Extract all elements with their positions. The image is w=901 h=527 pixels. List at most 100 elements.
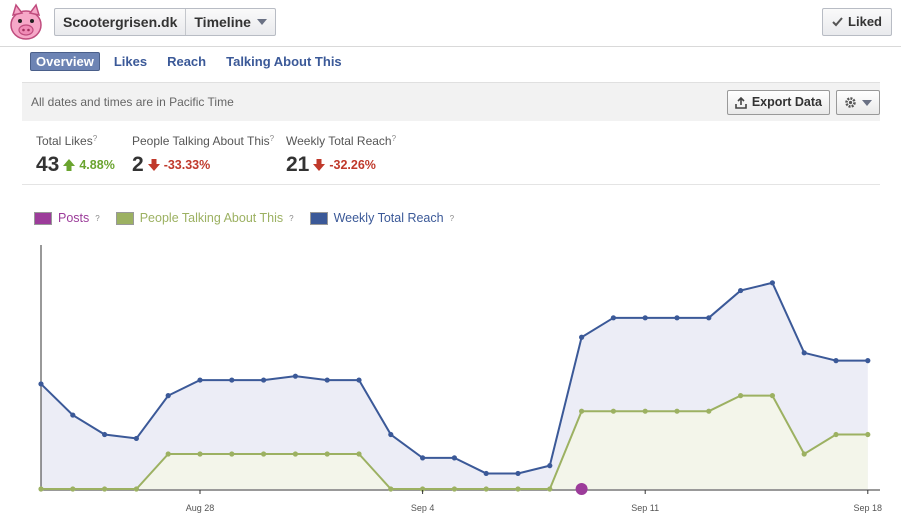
- legend-label: Posts: [58, 211, 90, 225]
- gear-icon: [845, 97, 856, 108]
- arrow-down-icon: [147, 159, 160, 171]
- reach-point: [388, 431, 394, 438]
- stat-change: -33.33%: [163, 158, 211, 172]
- reach-point: [292, 373, 298, 379]
- talking-point: [292, 451, 298, 457]
- talking-point: [674, 408, 680, 414]
- reach-point: [642, 315, 648, 321]
- reach-point: [420, 455, 426, 461]
- timeline-dropdown[interactable]: Timeline: [186, 9, 275, 35]
- reach-point: [70, 412, 76, 418]
- top-bar: Scootergrisen.dk Timeline Liked: [0, 0, 901, 47]
- x-tick-label: Aug 28: [186, 503, 215, 513]
- talking-point: [738, 393, 744, 399]
- talking-point: [420, 486, 426, 492]
- tab-overview[interactable]: Overview: [30, 52, 100, 71]
- legend-swatch: [34, 211, 52, 225]
- insights-chart: Aug 28 Sep 4 Sep 11 Sep 18: [38, 245, 883, 513]
- tab-likes[interactable]: Likes: [113, 54, 148, 69]
- talking-point: [261, 451, 267, 457]
- legend-label: Weekly Total Reach: [333, 211, 444, 225]
- talking-point: [515, 486, 521, 492]
- stat-people-talking: People Talking About This? 2 -33.33%: [132, 134, 274, 177]
- legend-label: People Talking About This: [139, 211, 284, 225]
- insights-tabs: Overview Likes Reach Talking About This: [30, 52, 356, 71]
- help-icon[interactable]: ?: [391, 134, 397, 143]
- legend-people-talking[interactable]: People Talking About This?: [115, 211, 294, 225]
- timezone-note: All dates and times are in Pacific Time: [31, 95, 234, 109]
- talking-point: [451, 486, 457, 492]
- legend-swatch: [309, 211, 328, 225]
- talking-point: [165, 451, 171, 457]
- talking-point: [579, 408, 585, 414]
- pig-avatar-icon[interactable]: [6, 3, 46, 43]
- talking-point: [483, 486, 489, 492]
- reach-point: [706, 315, 712, 321]
- talking-point: [324, 451, 330, 457]
- x-tick-label: Sep 11: [631, 503, 659, 513]
- talking-point: [102, 486, 108, 492]
- reach-point: [833, 358, 839, 364]
- chevron-down-icon: [256, 19, 267, 25]
- divider: [22, 184, 880, 185]
- talking-point: [865, 431, 871, 438]
- x-tick-label: Sep 18: [854, 503, 883, 513]
- talking-point: [706, 408, 712, 414]
- stat-change: -32.26%: [329, 158, 376, 172]
- help-icon[interactable]: ?: [95, 213, 100, 223]
- reach-point: [324, 377, 330, 383]
- help-icon[interactable]: ?: [289, 213, 294, 223]
- checkmark-icon: [832, 17, 843, 27]
- reach-point: [38, 381, 44, 387]
- talking-point: [610, 408, 617, 414]
- reach-point: [547, 463, 553, 469]
- stat-total-likes: Total Likes? 43 4.88%: [36, 134, 115, 177]
- stat-label: People Talking About This: [132, 134, 270, 148]
- breadcrumb: Scootergrisen.dk Timeline: [54, 8, 276, 36]
- stat-weekly-reach: Weekly Total Reach? 21 -32.26%: [286, 134, 396, 177]
- talking-point: [388, 486, 394, 492]
- info-bar: All dates and times are in Pacific Time …: [22, 82, 880, 121]
- liked-button[interactable]: Liked: [822, 8, 892, 36]
- tab-talking-about-this[interactable]: Talking About This: [226, 54, 342, 69]
- tab-reach[interactable]: Reach: [167, 54, 207, 69]
- stat-value: 2: [132, 153, 144, 176]
- talking-point: [769, 393, 776, 399]
- talking-point: [133, 486, 139, 492]
- export-label: Export Data: [751, 95, 822, 109]
- talking-point: [70, 486, 76, 492]
- stat-label: Total Likes: [36, 134, 93, 148]
- x-tick-label: Sep 4: [411, 503, 435, 513]
- reach-point: [451, 455, 457, 461]
- reach-point: [865, 358, 871, 364]
- reach-point: [102, 431, 108, 438]
- reach-point: [133, 435, 139, 442]
- reach-point: [801, 350, 807, 356]
- chart-legend: Posts? People Talking About This? Weekly…: [34, 211, 454, 225]
- talking-area: [41, 395, 868, 489]
- reach-point: [229, 377, 235, 383]
- legend-posts[interactable]: Posts?: [34, 211, 100, 225]
- stat-value: 43: [36, 153, 60, 176]
- stat-change: 4.88%: [79, 158, 115, 172]
- talking-point: [642, 408, 648, 414]
- talking-point: [229, 451, 235, 457]
- talking-point: [833, 431, 839, 438]
- page-name-link[interactable]: Scootergrisen.dk: [55, 9, 187, 35]
- help-icon[interactable]: ?: [92, 134, 98, 143]
- settings-dropdown[interactable]: [836, 90, 880, 115]
- reach-point: [579, 334, 585, 340]
- arrow-up-icon: [63, 159, 76, 171]
- post-point: [575, 483, 588, 495]
- timeline-label: Timeline: [194, 14, 251, 30]
- help-icon[interactable]: ?: [449, 213, 455, 223]
- reach-point: [483, 470, 489, 477]
- legend-weekly-reach[interactable]: Weekly Total Reach?: [309, 211, 455, 225]
- export-data-button[interactable]: Export Data: [726, 90, 830, 115]
- talking-point: [38, 486, 44, 492]
- help-icon[interactable]: ?: [269, 134, 275, 143]
- talking-point: [197, 451, 203, 457]
- talking-point: [547, 486, 553, 492]
- liked-label: Liked: [848, 14, 882, 29]
- chevron-down-icon: [862, 99, 872, 106]
